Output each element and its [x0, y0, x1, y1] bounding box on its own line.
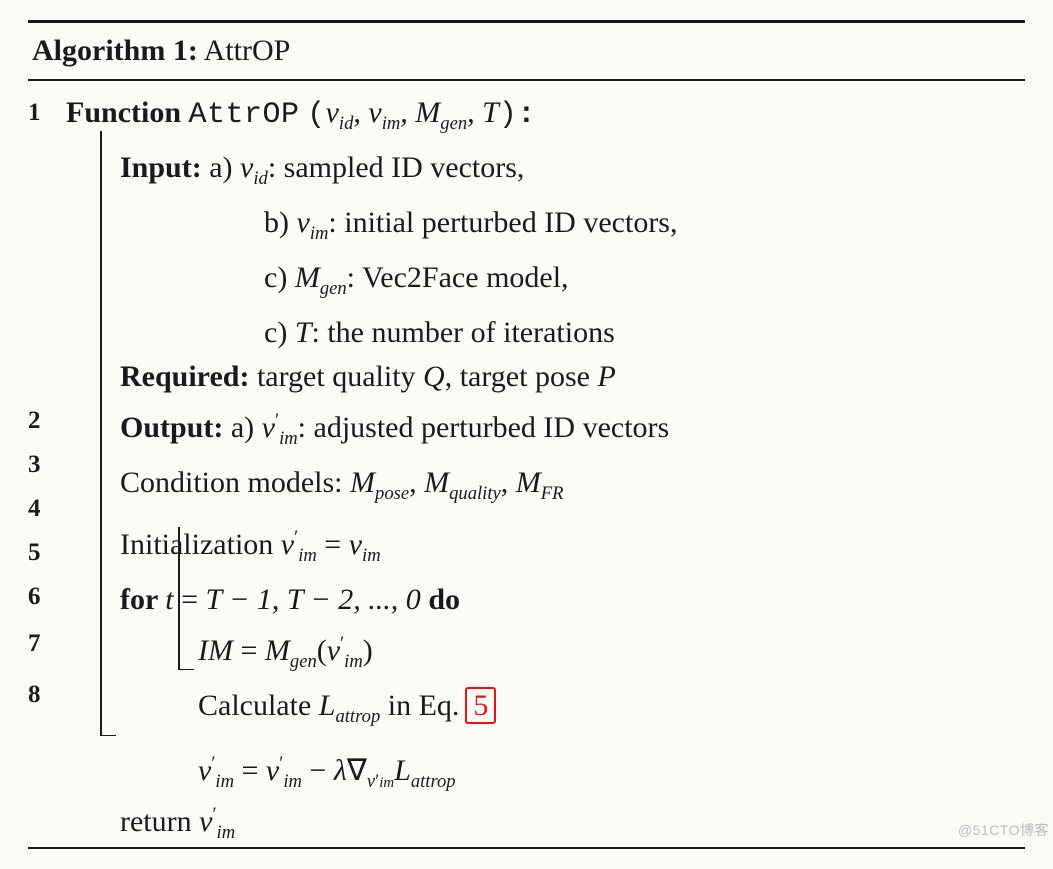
required: Required: target quality Q, target pose … — [66, 355, 1025, 399]
output: Output: a) v′im: adjusted perturbed ID v… — [66, 399, 1025, 461]
step-loss: Calculate Lattrop in Eq.5 — [66, 684, 1025, 739]
input-c: c) Mgen: Vec2Face model, — [66, 256, 1025, 311]
line-number-column: 1 2 3 4 5 6 7 8 — [28, 91, 66, 841]
paren-close: ) — [499, 98, 518, 132]
paren-open: ( — [307, 98, 326, 132]
lineno: 2 — [28, 399, 66, 443]
title-name: AttrOP — [204, 34, 291, 67]
arg: M — [415, 96, 440, 129]
condition-models: Condition models: Mpose, Mquality, MFR — [66, 461, 1025, 516]
return: return v′im — [66, 789, 1025, 841]
algorithm-body: 1 2 3 4 5 6 7 8 Function AttrOP (vid, vi… — [28, 81, 1025, 841]
function-signature: Function AttrOP (vid, vim, Mgen, T): — [66, 91, 1025, 146]
lineno: 8 — [28, 669, 66, 721]
step-update: v′im = v′im − λ∇v′imLattrop — [66, 739, 1025, 789]
algorithm-title: Algorithm 1: AttrOP — [28, 23, 1025, 79]
title-label: Algorithm 1: — [32, 34, 198, 67]
lineno: 3 — [28, 443, 66, 487]
arg: v — [368, 96, 381, 129]
watermark: @51CTO博客 — [958, 820, 1049, 840]
kw-return: return — [120, 805, 199, 838]
lineno: 5 — [28, 531, 66, 575]
kw-required: Required: — [120, 360, 249, 393]
rule-bottom — [28, 847, 1025, 849]
lineno: 7 — [28, 619, 66, 669]
input-b: b) vim: initial perturbed ID vectors, — [66, 201, 1025, 256]
lineno: 6 — [28, 575, 66, 619]
initialization: Initialization v′im = vim — [66, 516, 1025, 578]
input-a: Input: a) vid: sampled ID vectors, — [66, 146, 1025, 201]
lineno: 4 — [28, 487, 66, 531]
arg: v — [326, 96, 339, 129]
arg: T — [482, 96, 499, 129]
kw-input: Input: — [120, 151, 202, 184]
eq-ref[interactable]: 5 — [465, 687, 496, 724]
algorithm-content: Function AttrOP (vid, vim, Mgen, T): Inp… — [66, 91, 1025, 841]
input-d: c) T: the number of iterations — [66, 311, 1025, 355]
fn-name: AttrOP — [189, 98, 300, 132]
step-im: IM = Mgen(v′im) — [66, 622, 1025, 684]
for-loop: for t = T − 1, T − 2, ..., 0 do — [66, 578, 1025, 622]
kw-output: Output: — [120, 411, 223, 444]
kw-function: Function — [66, 96, 181, 129]
kw-do: do — [421, 583, 460, 616]
kw-for: for — [120, 583, 165, 616]
lineno: 1 — [28, 91, 66, 135]
